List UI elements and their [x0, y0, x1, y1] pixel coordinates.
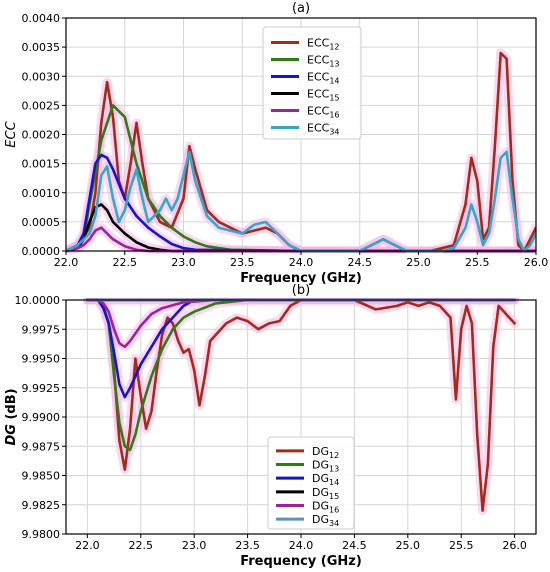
legend-label: DG12	[312, 445, 339, 460]
x-tick-label: 24.5	[342, 539, 367, 552]
series-line-dg12	[86, 298, 516, 512]
legend-label: ECC12	[307, 37, 340, 52]
x-tick-label: 23.5	[235, 539, 260, 552]
legend-label: DG16	[312, 500, 339, 515]
x-tick-label: 26.0	[524, 256, 549, 269]
x-tick-label: 25.5	[465, 256, 490, 269]
legend-label: DG34	[312, 513, 339, 528]
y-tick-label: 0.0040	[22, 12, 61, 25]
y-tick-label: 0.0030	[22, 70, 61, 83]
series-line-ecc14	[66, 153, 536, 253]
x-tick-label: 25.0	[396, 539, 421, 552]
legend-label: DG13	[312, 459, 339, 474]
legend-label: ECC34	[307, 122, 340, 137]
y-tick-label: 9.9975	[22, 323, 61, 336]
x-tick-label: 24.0	[289, 539, 314, 552]
y-tick-label: 9.9850	[22, 470, 61, 483]
y-axis-label-unit: (dB)	[4, 388, 19, 424]
x-tick-label: 23.0	[171, 256, 196, 269]
chart-title: (a)	[292, 1, 310, 16]
y-tick-label: 0.0000	[22, 245, 61, 258]
x-tick-label: 25.5	[449, 539, 474, 552]
y-tick-label: 0.0025	[22, 99, 61, 112]
y-tick-label: 9.9800	[22, 528, 61, 541]
y-tick-label: 9.9825	[22, 499, 61, 512]
x-tick-label: 22.0	[75, 539, 100, 552]
x-tick-label: 25.0	[406, 256, 431, 269]
y-tick-label: 10.0000	[15, 294, 61, 307]
x-tick-label: 23.0	[182, 539, 207, 552]
chart-a: 22.0 22.5 23.0 23.5 24.0 24.5 25.0 25.5 26.0 0.00…	[4, 1, 548, 286]
y-axis-label-symbol: DG	[4, 424, 19, 446]
y-axis-label: DG (dB)	[4, 388, 19, 445]
chart-b: 22.0 22.5 23.0 23.5 24.0 24.5 25.0 25.5 26.0 9.98…	[4, 283, 537, 569]
legend-label: ECC13	[307, 54, 340, 69]
x-tick-label: 24.0	[289, 256, 314, 269]
legend-label: ECC16	[307, 105, 340, 120]
y-tick-label: 9.9925	[22, 382, 61, 395]
y-tick-label: 0.0010	[22, 187, 61, 200]
y-tick-label: 0.0020	[22, 129, 61, 142]
y-tick-label: 0.0015	[22, 158, 61, 171]
x-tick-label: 22.5	[129, 539, 154, 552]
x-tick-label: 26.0	[502, 539, 527, 552]
x-tick-label: 22.0	[54, 256, 79, 269]
x-tick-label: 24.5	[348, 256, 373, 269]
series-line-ecc34	[66, 150, 536, 253]
chart-title: (b)	[292, 283, 310, 298]
x-axis-label: Frequency (GHz)	[240, 271, 362, 286]
legend: ECC12 ECC13 ECC14 ECC15 ECC16 ECC34	[262, 26, 362, 140]
legend-label: ECC14	[307, 71, 340, 86]
x-tick-label: 23.5	[230, 256, 255, 269]
y-tick-label: 9.9950	[22, 353, 61, 366]
y-axis-label: ECC	[4, 120, 19, 147]
y-tick-label: 9.9875	[22, 440, 61, 453]
legend-label: DG14	[312, 472, 339, 487]
y-tick-label: 0.0035	[22, 41, 61, 54]
y-tick-label: 0.0005	[22, 216, 61, 229]
legend-label: DG15	[312, 486, 339, 501]
x-axis-label: Frequency (GHz)	[240, 554, 362, 568]
y-tick-label: 9.9900	[22, 411, 61, 424]
legend-label: ECC15	[307, 88, 340, 103]
x-tick-label: 22.5	[113, 256, 138, 269]
